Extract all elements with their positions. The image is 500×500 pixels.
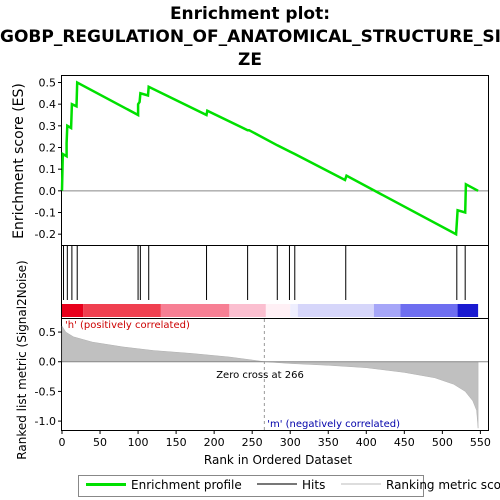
es-y-tick-label: 0.5	[39, 77, 57, 90]
zero-cross-label: Zero cross at 266	[216, 370, 304, 381]
rank-color-segment	[160, 304, 230, 317]
enrichment-profile-line	[60, 80, 479, 237]
x-tick-label: 50	[93, 436, 107, 449]
x-tick-label: 400	[356, 436, 377, 449]
rank-color-segment	[400, 304, 458, 317]
x-tick-label: 250	[242, 436, 263, 449]
rank-axis-label: Rank in Ordered Dataset	[204, 453, 352, 467]
positive-correlation-label: 'h' (positively correlated)	[65, 320, 190, 331]
x-tick-label: 150	[166, 436, 187, 449]
x-tick-label: 0	[59, 436, 66, 449]
chart-title-line-1: Enrichment plot:	[169, 4, 331, 24]
rank-color-segment	[457, 304, 479, 317]
x-tick-label: 300	[280, 436, 301, 449]
legend: Enrichment profile Hits Ranking metric s…	[78, 475, 500, 497]
enrichment-plot: -0.2 -0.1 0.0 0.1 0.2 0.3 0.4 0.5 -1.0 -0.5 0.0 0.5…	[11, 75, 491, 467]
rank-color-segment	[290, 304, 298, 317]
profile-swatch	[86, 483, 126, 486]
es-y-tick-label: 0.4	[39, 98, 57, 111]
metric-y-tick-label: -1.0	[35, 415, 56, 428]
rank-color-segment	[83, 304, 161, 317]
rank-color-segment	[265, 304, 291, 317]
x-tick-label: 550	[470, 436, 491, 449]
x-tick-label: 350	[318, 436, 339, 449]
es-y-tick-label: 0.0	[39, 185, 57, 198]
x-tick-label: 200	[204, 436, 225, 449]
es-y-tick-label: -0.2	[35, 228, 56, 241]
legend-metric-label: Ranking metric scores	[386, 478, 500, 492]
es-y-tick-label: 0.2	[39, 142, 57, 155]
metric-axis-label: Ranked list metric (Signal2Noise)	[15, 260, 29, 459]
metric-panel-frame	[61, 318, 489, 431]
hits-swatch	[257, 483, 297, 485]
metric-swatch	[341, 483, 381, 485]
metric-y-tick-label: 0.0	[39, 356, 57, 369]
es-y-tick-label: 0.1	[39, 163, 57, 176]
x-tick-label: 100	[128, 436, 149, 449]
rank-color-segment	[297, 304, 374, 317]
legend-hits-label: Hits	[302, 478, 326, 492]
es-axis-label: Enrichment score (ES)	[11, 83, 27, 239]
metric-y-tick-label: -0.5	[35, 385, 56, 398]
rank-color-segment	[373, 304, 401, 317]
legend-profile-label: Enrichment profile	[131, 478, 242, 492]
rank-color-segment	[229, 304, 266, 317]
chart-title-line-2: GOBP_REGULATION_OF_ANATOMICAL_STRUCTURE_…	[0, 27, 500, 47]
es-y-tick-label: 0.3	[39, 120, 57, 133]
x-tick-label: 450	[394, 436, 415, 449]
es-panel-frame	[61, 75, 489, 246]
metric-y-tick-label: 0.5	[39, 326, 57, 339]
x-tick-label: 500	[432, 436, 453, 449]
rank-color-segment	[62, 304, 84, 317]
negative-correlation-label: 'm' (negatively correlated)	[267, 419, 400, 430]
ranking-metric-area	[61, 325, 479, 429]
es-y-tick-label: -0.1	[35, 207, 56, 220]
chart-title-line-3: ZE	[238, 50, 262, 70]
